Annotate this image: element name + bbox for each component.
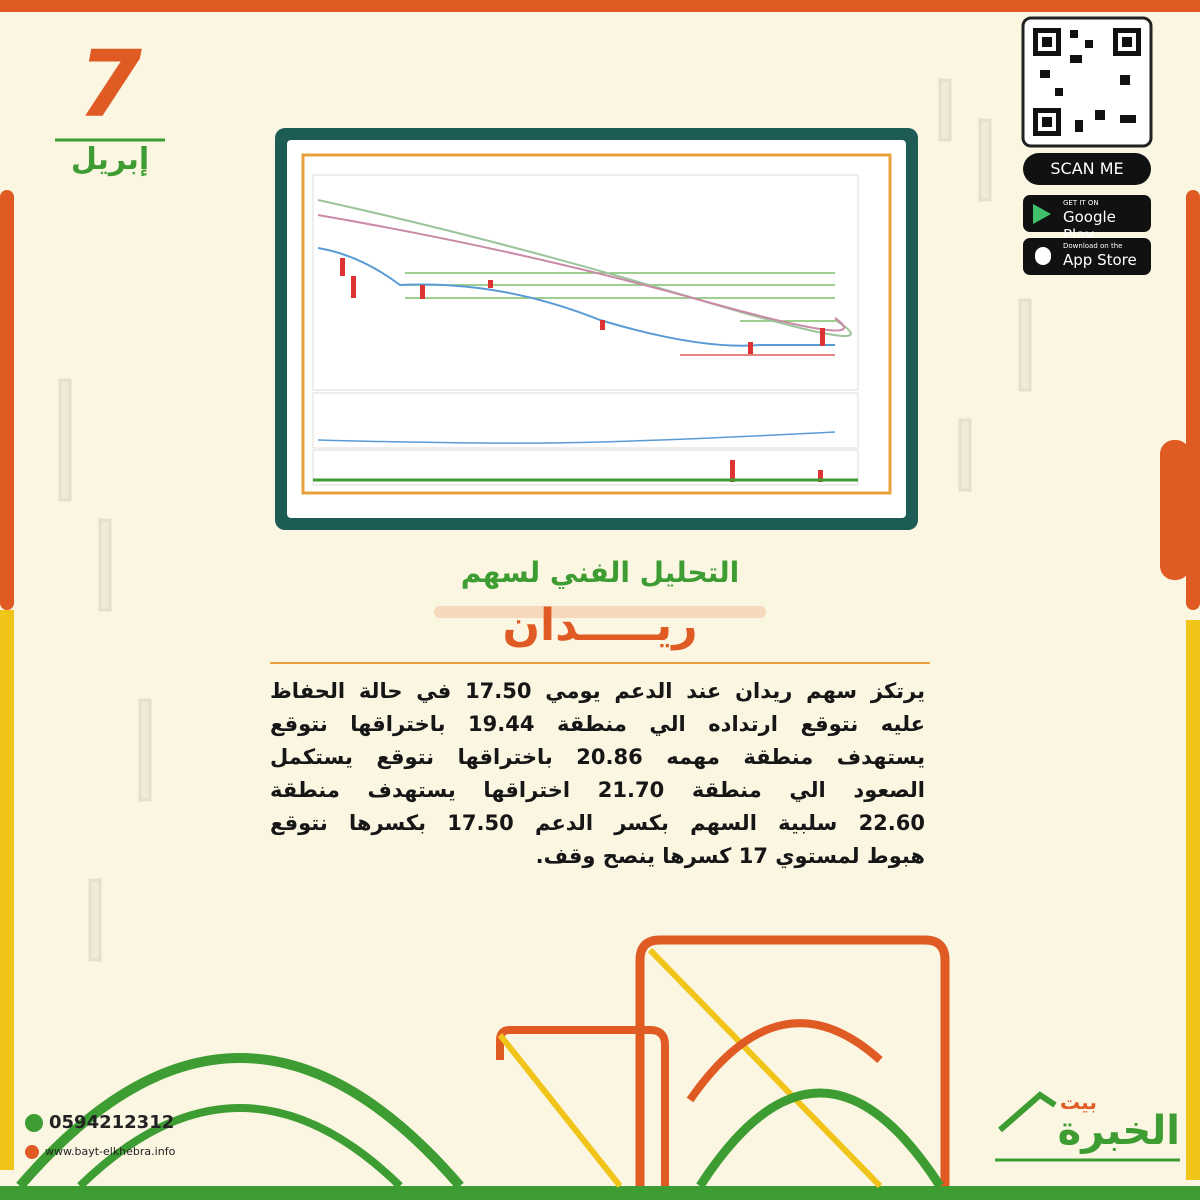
google-icon — [1033, 204, 1051, 224]
phone-number: 0594212312 — [49, 1112, 175, 1133]
paragraph-line: يستهدف منطقة مهمه 20.86 باختراقها نتوقع … — [270, 745, 925, 769]
paragraph-line: عليه نتوقع ارتداده الي منطقة 19.44 باختر… — [270, 712, 925, 736]
paragraph-line: الصعود الي منطقة 21.70 اختراقها يستهدف م… — [270, 778, 925, 802]
phone: 0594212312 — [25, 1112, 174, 1133]
app-store-button[interactable]: Download on the App Store — [1023, 238, 1151, 275]
apple-small: Download on the — [1063, 242, 1123, 250]
whatsapp-icon — [25, 1114, 43, 1132]
logo-main: الخبرة — [1057, 1108, 1180, 1154]
date-month: إبريل — [70, 142, 150, 177]
website[interactable]: www.bayt-elkhebra.info — [25, 1145, 175, 1159]
apple-icon — [1035, 247, 1051, 265]
stock-name: ريـــــدان — [502, 600, 698, 651]
paragraph-line: هبوط لمستوي 17 كسرها ينصح وقف. — [535, 844, 925, 868]
paragraph-line: يرتكز سهم ريدان عند الدعم يومي 17.50 في … — [270, 679, 925, 703]
title: التحليل الفني لسهم — [460, 556, 740, 589]
scan-label: SCAN ME — [1023, 153, 1151, 185]
google-small: GET IT ON — [1063, 199, 1099, 207]
date-day: 7 — [77, 31, 142, 138]
logo-top: بيت — [1060, 1090, 1097, 1114]
paragraph-line: 22.60 سلبية السهم بكسر الدعم 17.50 بكسره… — [270, 811, 925, 835]
web-icon — [25, 1145, 39, 1159]
apple-label: App Store — [1063, 251, 1137, 269]
google-play-button[interactable]: GET IT ON Google Play — [1023, 195, 1151, 244]
website-url: www.bayt-elkhebra.info — [45, 1145, 176, 1158]
